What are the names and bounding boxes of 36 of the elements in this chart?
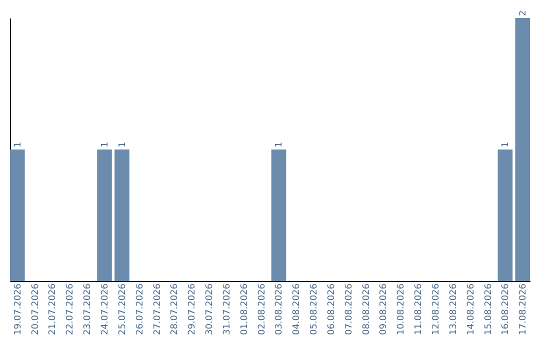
x-tick-label: 22.07.2026 (66, 283, 76, 336)
x-tick-label: 31.07.2026 (222, 283, 232, 336)
x-tick-label: 26.07.2026 (135, 283, 146, 336)
x-tick-label: 19.07.2026 (13, 283, 24, 336)
x-tick-label: 11.08.2026 (414, 283, 424, 336)
x-tick-label: 25.07.2026 (118, 283, 128, 336)
x-tick-label: 10.08.2026 (396, 283, 407, 336)
x-tick-label: 08.08.2026 (362, 283, 372, 336)
x-tick-label: 03.08.2026 (274, 283, 285, 336)
x-tick-label: 23.07.2026 (83, 283, 94, 336)
x-tick-label: 15.08.2026 (484, 283, 494, 336)
x-tick-label: 30.07.2026 (205, 283, 216, 336)
data-label: 1 (118, 142, 128, 148)
x-tick-label: 16.08.2026 (501, 283, 512, 336)
x-tick-label: 17.08.2026 (518, 283, 529, 336)
x-tick-label: 07.08.2026 (344, 283, 354, 336)
x-tick-label: 02.08.2026 (257, 283, 268, 336)
x-tick-label: 04.08.2026 (292, 283, 302, 336)
x-tick-label: 14.08.2026 (466, 283, 476, 336)
x-tick-label: 21.07.2026 (48, 283, 58, 336)
x-tick-label: 13.08.2026 (448, 283, 459, 336)
x-tick-label: 05.08.2026 (310, 283, 320, 336)
data-label: 2 (518, 10, 529, 16)
x-tick-label: 20.07.2026 (30, 283, 41, 336)
x-tick-label: 09.08.2026 (379, 283, 390, 336)
x-tick-label: 24.07.2026 (100, 283, 111, 336)
x-tick-label: 27.07.2026 (152, 283, 163, 336)
x-tick-label: 01.08.2026 (240, 283, 250, 336)
x-tick-label: 28.07.2026 (170, 283, 180, 336)
data-label: 1 (501, 142, 512, 148)
x-tick-label: 12.08.2026 (431, 283, 442, 336)
data-label: 1 (13, 142, 24, 148)
data-label: 1 (100, 142, 111, 148)
x-tick-label: 06.08.2026 (326, 283, 337, 336)
data-label: 1 (274, 142, 285, 148)
x-tick-label: 29.07.2026 (188, 283, 198, 336)
